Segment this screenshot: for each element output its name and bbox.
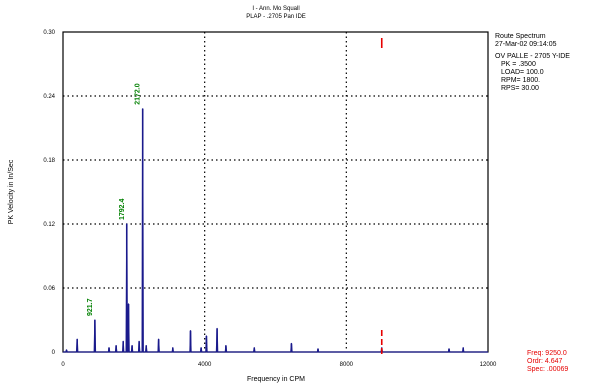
side-title: Route Spectrum [495, 33, 546, 40]
side-line-rpm: RPM= 1800. [501, 77, 541, 84]
side-line-rps: RPS= 30.00 [501, 85, 539, 92]
y-tick-label: 0.06 [43, 286, 55, 292]
y-tick-label: 0.12 [43, 222, 55, 228]
cursor-readout: Freq: 9250.0 Ordr: 4.647 Spec: .00069 [527, 350, 568, 374]
peak-label: 921.7 [87, 298, 94, 316]
side-line-load: LOAD= 100.0 [501, 69, 544, 76]
x-axis-label: Frequency in CPM [247, 376, 305, 383]
spectrum-trace [63, 108, 488, 353]
x-tick-label: 12000 [480, 362, 497, 368]
side-panel: Route Spectrum 27-Mar-02 09:14:05 OV PAL… [495, 33, 570, 93]
x-tick-label: 4000 [198, 362, 212, 368]
y-tick-label: 0.30 [43, 30, 55, 36]
side-line-pk: PK = .3500 [501, 61, 536, 68]
y-tick-label: 0.18 [43, 158, 55, 164]
x-tick-label: 8000 [340, 362, 354, 368]
readout-order: Ordr: 4.647 [527, 358, 563, 365]
axis-ticks: 0 0.06 0.12 0.18 0.24 0.30 0 4000 8000 12000 [43, 30, 497, 368]
y-tick-label: 0 [52, 350, 56, 356]
y-tick-label: 0.24 [43, 94, 55, 100]
readout-spec: Spec: .00069 [527, 366, 569, 373]
header-line-2: PLAP - .2705 Pan IDE [246, 14, 306, 20]
side-measurement: OV PALLE - 2705 Y-IDE [495, 53, 570, 60]
peak-label: 1792.4 [119, 198, 126, 220]
grid-lines [63, 32, 488, 352]
side-date: 27-Mar-02 09:14:05 [495, 41, 557, 48]
x-tick-label: 0 [61, 362, 65, 368]
y-axis-label: PK Velocity in In/Sec [8, 159, 15, 224]
peak-label: 2172.0 [135, 83, 142, 105]
readout-freq: Freq: 9250.0 [527, 350, 567, 357]
header-line-1: I - Ann. Mo Squall [252, 6, 299, 12]
peak-annotations: 921.7 1792.4 2172.0 [87, 83, 142, 316]
